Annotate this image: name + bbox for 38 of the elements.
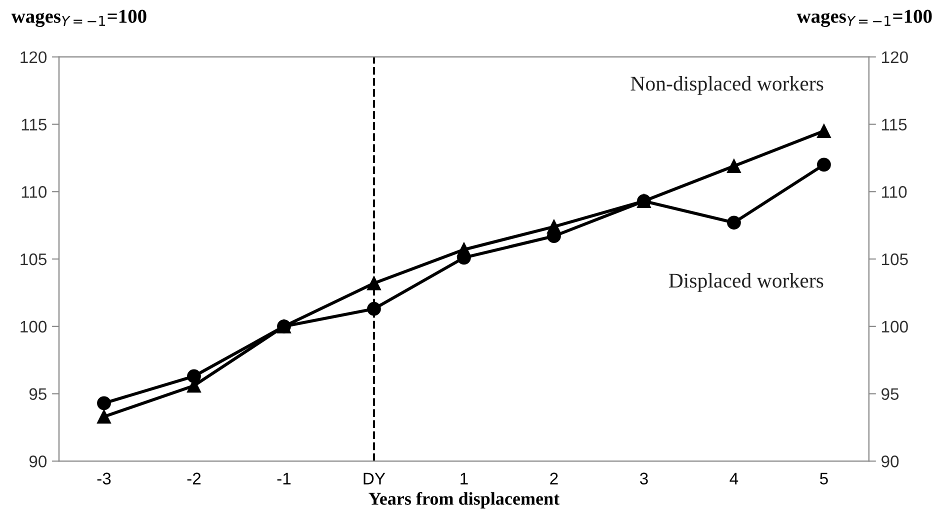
point [97, 396, 111, 410]
x-tick-label: 4 [730, 472, 738, 484]
y2-tick-label: 115 [882, 118, 907, 130]
y2-tick-label: 95 [882, 388, 899, 400]
x-tick-label: DY [364, 472, 386, 484]
y2-tick-label: 105 [882, 253, 908, 266]
y-tick-label: 105 [20, 253, 46, 266]
y2-axis-title: wages$_{Y=−1}$=100 [796, 10, 932, 27]
x-tick-label: -2 [187, 472, 201, 484]
x-tick-label: 1 [460, 472, 468, 484]
x-axis-title: Years from displacement [368, 492, 560, 508]
point [727, 159, 741, 173]
point [97, 410, 111, 424]
y-tick-label: 100 [20, 320, 47, 333]
text: Displaced workers [668, 273, 824, 292]
x-tick-label: 5 [820, 472, 828, 484]
point [367, 276, 381, 290]
x-tick-label: 2 [550, 472, 558, 484]
series-label: Non-displaced workers [630, 76, 824, 95]
y2-tick-label: 110 [882, 186, 907, 198]
x-tick-label: 3 [640, 472, 648, 484]
point [727, 216, 741, 230]
point [817, 124, 831, 138]
y-tick-label: 90 [29, 456, 47, 468]
x-tick-label: -1 [277, 472, 291, 484]
point [187, 369, 201, 384]
x-tick-label: -3 [97, 472, 111, 484]
y-tick-label: 115 [22, 118, 46, 130]
point [277, 319, 291, 334]
y2-tick-label: 90 [882, 456, 899, 468]
y2-tick-label: 120 [882, 51, 908, 64]
y-tick-label: 95 [29, 388, 46, 400]
point [367, 302, 381, 316]
y-axis-title: wages$_{Y=−1}$=100 [11, 10, 146, 27]
y-tick-label: 110 [22, 186, 47, 198]
y2-tick-label: 100 [882, 320, 908, 333]
y-tick-label: 120 [20, 51, 47, 64]
point [817, 158, 831, 172]
